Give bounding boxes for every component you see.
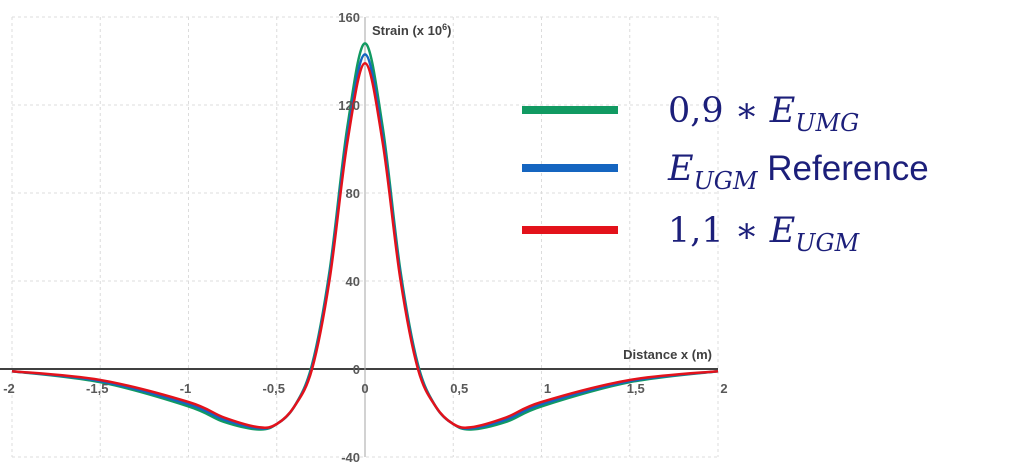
legend-label-blue: EUGM Reference [667, 149, 929, 195]
axes [0, 17, 718, 457]
y-tick-label: 40 [346, 274, 360, 289]
legend-label-green: 0,9 ∗ EUMG [668, 91, 859, 137]
y-tick-label: 0 [353, 362, 360, 377]
tick-labels: -2 -1,5 -1 -0,5 0 0,5 1 1,5 2 -40 0 40 80 120 160 [3, 10, 727, 465]
x-tick-label: 0 [361, 381, 368, 396]
x-tick-label: 1,5 [627, 381, 645, 396]
x-tick-label: 0,5 [450, 381, 468, 396]
series-line-red [11, 61, 719, 429]
x-tick-label: 2 [720, 381, 727, 396]
legend-label-red: 1,1 ∗ EUGM [668, 211, 861, 257]
series-line-green [11, 42, 719, 431]
y-axis-title: Strain (x 106) [372, 22, 451, 38]
series-line-blue [11, 53, 719, 430]
y-tick-label: -40 [341, 450, 360, 465]
x-tick-label: -1,5 [86, 381, 108, 396]
x-axis-title: Distance x (m) [623, 347, 712, 362]
y-tick-label: 120 [338, 98, 360, 113]
series-lines [11, 42, 719, 431]
y-tick-label: 160 [338, 10, 360, 25]
y-tick-label: 80 [346, 186, 360, 201]
x-tick-label: -1 [180, 381, 192, 396]
x-tick-label: 1 [544, 381, 551, 396]
x-tick-label: -2 [3, 381, 15, 396]
legend: 0,9 ∗ EUMG EUGM Reference 1,1 ∗ EUGM [522, 91, 929, 257]
x-tick-label: -0,5 [263, 381, 285, 396]
